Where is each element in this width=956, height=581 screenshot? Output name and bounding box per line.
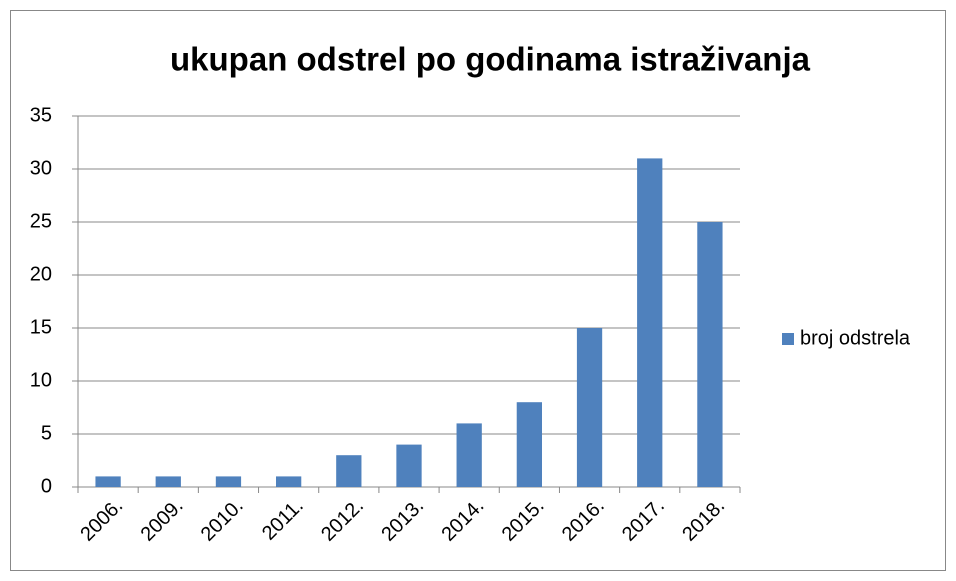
bar: [456, 423, 482, 487]
y-tick-label: 15: [30, 316, 52, 338]
bar: [516, 402, 543, 487]
bar: [155, 476, 181, 487]
y-tick-label: 0: [41, 475, 52, 497]
bar: [697, 222, 723, 487]
y-tick-label: 10: [30, 369, 52, 391]
y-tick-label: 20: [30, 263, 52, 285]
y-tick-label: 30: [30, 157, 52, 179]
bar: [637, 158, 663, 487]
y-tick-label: 35: [30, 104, 52, 126]
y-tick-label: 25: [30, 210, 52, 232]
chart-title: ukupan odstrel po godinama istraživanja: [170, 41, 811, 78]
bar: [215, 476, 242, 487]
bar: [95, 476, 121, 487]
bar: [336, 455, 362, 487]
bar: [396, 444, 422, 487]
legend-swatch: [782, 333, 794, 345]
y-tick-label: 5: [41, 422, 52, 444]
legend-label: broj odstrela: [800, 327, 911, 349]
bar: [576, 328, 603, 487]
bar: [275, 476, 302, 487]
